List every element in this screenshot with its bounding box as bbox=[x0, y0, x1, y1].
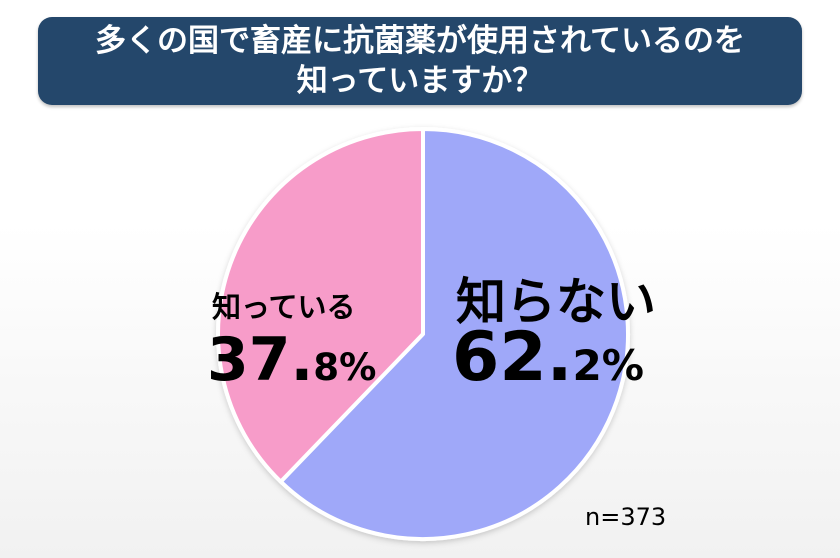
title-line-2: 知っていますか？ bbox=[296, 63, 544, 99]
slice-value-known: 37.8% bbox=[207, 325, 377, 395]
pie-slice-unknown bbox=[278, 127, 630, 541]
slice-label-unknown: 知らない bbox=[456, 273, 656, 331]
pie-slice-known bbox=[216, 127, 425, 484]
slice-value-unknown: 62.2% bbox=[452, 318, 645, 397]
slice-label-known: 知っている bbox=[212, 290, 356, 324]
title-banner: 多くの国で畜産に抗菌薬が使用されているのを 知っていますか？ bbox=[38, 17, 802, 105]
sample-size-note: n=373 bbox=[585, 503, 667, 531]
title-line-1: 多くの国で畜産に抗菌薬が使用されているのを bbox=[94, 23, 746, 59]
